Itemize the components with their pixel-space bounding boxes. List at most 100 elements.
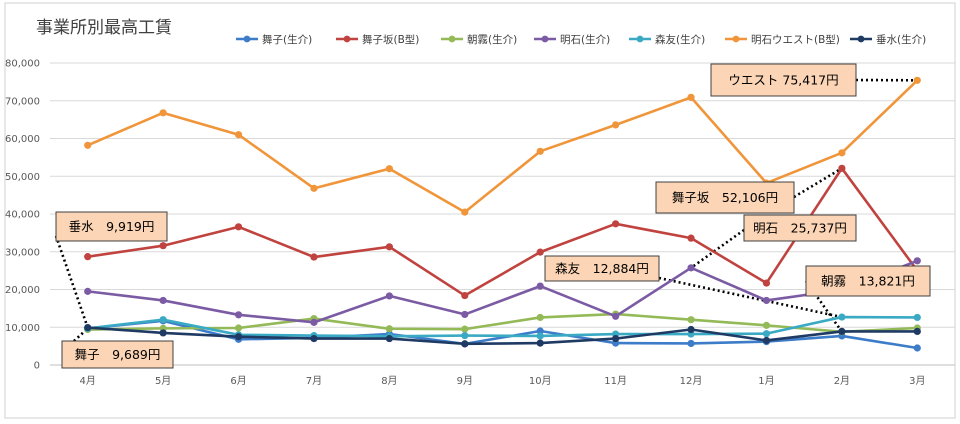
- data-point: [612, 334, 620, 343]
- data-point: [234, 333, 243, 341]
- callout-明石ウエストB型: ウエスト 75,417円: [710, 63, 857, 97]
- callout-leader: [54, 235, 89, 328]
- x-tick-label: 10月: [529, 375, 552, 387]
- data-point: [159, 316, 167, 324]
- callout-森友生介: 森友 12,884円: [544, 255, 660, 282]
- data-point: [234, 311, 243, 319]
- data-point: [536, 332, 544, 340]
- data-point: [687, 93, 695, 101]
- data-point: [385, 243, 393, 251]
- callout-垂水生介: 垂水 9,919円: [55, 211, 168, 242]
- data-point: [913, 76, 921, 84]
- legend-item-明石ウエストB型: 明石ウエスト(B型): [725, 33, 840, 46]
- data-point: [385, 292, 393, 300]
- data-point: [687, 264, 695, 272]
- data-point: [687, 316, 695, 324]
- callout-box: [544, 255, 660, 282]
- data-point: [84, 287, 92, 295]
- callout-舞子坂B型: 舞子坂 52,106円: [655, 181, 795, 214]
- data-point: [612, 312, 620, 320]
- callout-label: 朝霧 13,821円: [821, 274, 915, 289]
- legend-swatch-marker: [243, 35, 251, 43]
- data-point: [461, 340, 469, 348]
- data-point: [159, 296, 167, 305]
- x-tick-label: 6月: [230, 375, 246, 387]
- legend-label: 朝霧(生介): [467, 33, 517, 46]
- legend-swatch-marker: [343, 35, 351, 43]
- callout-leader: [690, 228, 745, 269]
- data-point: [838, 313, 846, 321]
- x-tick-label: 4月: [80, 375, 96, 387]
- callout-朝霧生介: 朝霧 13,821円: [805, 265, 931, 297]
- series-垂水生介: [84, 323, 921, 348]
- legend: 舞子(生介) 舞子坂(B型) 朝霧(生介) 明石(生介) 森友(生介) 明石ウエスト(B型…: [236, 33, 926, 46]
- x-tick-label: 7月: [306, 375, 322, 387]
- data-point: [838, 149, 846, 157]
- callout-label: 舞子坂 52,106円: [672, 190, 778, 205]
- x-tick-label: 1月: [758, 375, 774, 387]
- data-point: [536, 339, 544, 347]
- data-point: [461, 208, 469, 216]
- legend-swatch-marker: [732, 35, 740, 43]
- legend-item-朝霧生介: 朝霧(生介): [441, 33, 517, 46]
- data-point: [612, 220, 620, 228]
- legend-swatch-marker: [636, 35, 644, 43]
- callout-box: [805, 265, 931, 297]
- y-tick-label: 20,000: [5, 285, 40, 296]
- callout-label: 森友 12,884円: [555, 261, 649, 276]
- y-tick-label: 80,000: [5, 59, 40, 70]
- series-layer: [84, 76, 921, 352]
- data-point: [461, 325, 469, 333]
- series-line: [87, 312, 918, 334]
- callout-box: [743, 214, 857, 242]
- data-point: [385, 334, 393, 343]
- data-point: [838, 164, 846, 172]
- data-point: [461, 310, 469, 319]
- callout-label: 垂水 9,919円: [69, 219, 155, 234]
- data-point: [687, 234, 695, 242]
- series-舞子坂B型: [84, 164, 921, 300]
- data-point: [762, 336, 771, 345]
- legend-item-舞子坂B型: 舞子坂(B型): [336, 33, 419, 46]
- legend-label: 垂水(生介): [876, 33, 926, 46]
- data-point: [536, 147, 544, 155]
- x-tick-label: 8月: [381, 375, 397, 387]
- callout-leader: [658, 276, 843, 319]
- data-point: [310, 318, 318, 326]
- legend-label: 森友(生介): [655, 33, 705, 46]
- callout-box: [55, 211, 168, 242]
- data-point: [536, 313, 544, 322]
- legend-label: 明石(生介): [560, 33, 610, 46]
- legend-item-舞子生介: 舞子(生介): [236, 33, 312, 46]
- series-line: [87, 326, 918, 346]
- y-tick-label: 60,000: [5, 134, 40, 145]
- legend-label: 舞子(生介): [262, 33, 312, 46]
- legend-label: 明石ウエスト(B型): [751, 33, 840, 46]
- data-point: [536, 248, 544, 256]
- callout-leader: [793, 167, 843, 199]
- data-point: [234, 223, 243, 231]
- series-line: [87, 259, 918, 324]
- legend-item-垂水生介: 垂水(生介): [850, 33, 926, 46]
- data-point: [310, 184, 318, 192]
- data-point: [838, 327, 846, 336]
- callout-label: 明石 25,737円: [753, 221, 847, 236]
- callout-label: 舞子 9,689円: [75, 347, 161, 362]
- callout-label: ウエスト 75,417円: [728, 73, 838, 88]
- data-point: [762, 279, 771, 287]
- legend-swatch-marker: [541, 35, 549, 43]
- x-tick-label: 5月: [155, 375, 171, 387]
- data-point: [310, 253, 318, 261]
- data-point: [310, 334, 318, 343]
- data-point: [913, 344, 921, 352]
- data-point: [159, 329, 167, 337]
- legend-item-明石生介: 明石(生介): [534, 33, 610, 46]
- y-tick-label: 10,000: [5, 323, 40, 334]
- x-tick-label: 2月: [834, 375, 850, 387]
- data-point: [461, 331, 469, 340]
- callout-box: [655, 181, 795, 214]
- legend-swatch-marker: [857, 35, 865, 43]
- data-point: [762, 321, 771, 329]
- legend-label: 舞子坂(B型): [362, 33, 419, 46]
